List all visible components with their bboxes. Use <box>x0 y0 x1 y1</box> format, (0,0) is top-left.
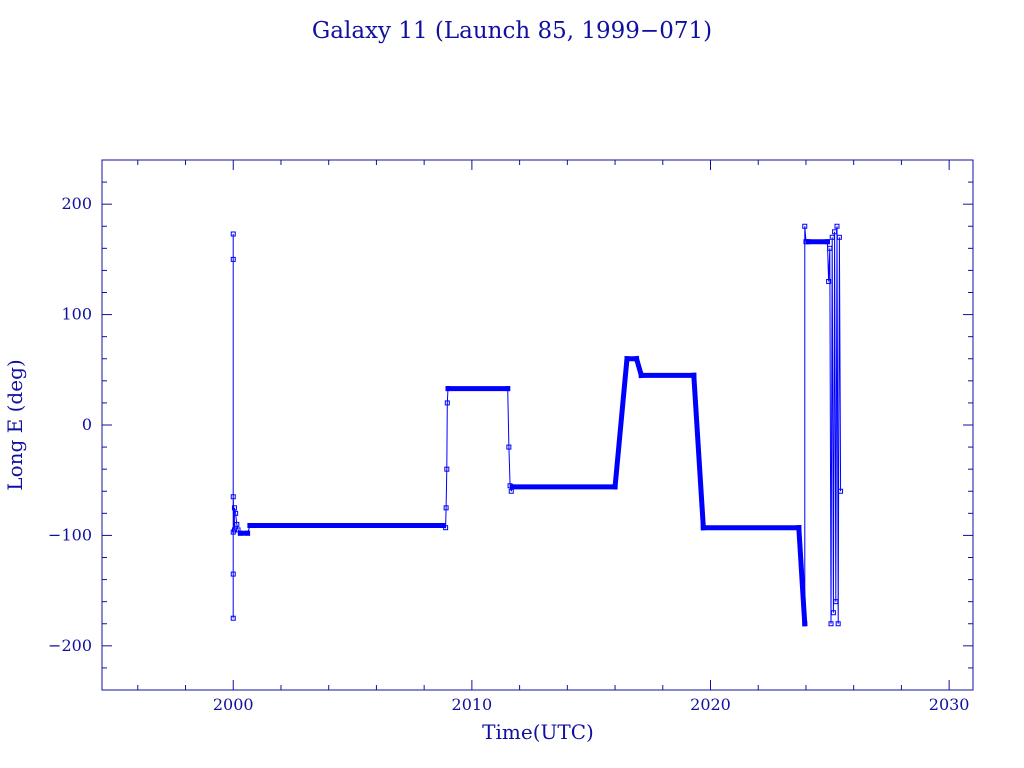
data-point <box>638 372 644 378</box>
data-point <box>835 621 841 627</box>
data-point <box>230 494 236 500</box>
x-tick-label: 2020 <box>690 695 731 714</box>
series-layer <box>230 223 844 627</box>
data-point <box>828 621 834 627</box>
data-point <box>230 256 236 262</box>
data-point <box>506 444 512 450</box>
chart-title: Galaxy 11 (Launch 85, 1999−071) <box>312 18 712 44</box>
data-point <box>832 229 838 235</box>
data-point <box>231 505 237 511</box>
data-point <box>443 525 449 531</box>
data-point <box>830 610 836 616</box>
data-point <box>836 234 842 240</box>
series-segment <box>796 525 808 627</box>
data-point <box>805 239 811 245</box>
data-point <box>233 510 239 516</box>
data-point <box>230 571 236 577</box>
data-point <box>445 386 451 392</box>
series-segment <box>691 372 706 531</box>
data-point <box>234 521 240 527</box>
data-point <box>700 525 706 531</box>
data-point <box>230 615 236 621</box>
data-point <box>829 234 835 240</box>
data-point <box>833 599 839 605</box>
data-point <box>802 223 808 229</box>
data-point <box>634 356 640 362</box>
data-point <box>827 245 833 251</box>
y-tick-label: 200 <box>61 194 92 213</box>
data-point <box>444 400 450 406</box>
x-axis-ticks <box>137 160 950 690</box>
data-point <box>838 488 844 494</box>
x-tick-label: 2030 <box>929 695 970 714</box>
x-tick-label: 2000 <box>213 695 254 714</box>
data-point <box>237 530 243 536</box>
data-point <box>247 522 253 528</box>
data-point <box>826 278 832 284</box>
y-tick-label: 100 <box>61 305 92 324</box>
data-point <box>612 484 618 490</box>
x-axis-label: Time(UTC) <box>482 720 594 744</box>
data-point <box>624 356 630 362</box>
data-point <box>834 223 840 229</box>
y-axis-label: Long E (deg) <box>3 359 27 490</box>
data-point <box>245 530 251 536</box>
plot-frame <box>101 159 974 691</box>
y-axis-tick-labels: 200 100 0 −100 −200 <box>48 194 92 655</box>
y-tick-label: −200 <box>48 636 92 655</box>
data-point <box>796 525 802 531</box>
series-segment <box>612 356 630 490</box>
data-point <box>802 621 808 627</box>
y-axis-ticks <box>102 181 973 669</box>
x-axis-tick-labels: 2000 2010 2020 2030 <box>213 695 970 714</box>
data-point <box>691 372 697 378</box>
series-line <box>232 226 842 624</box>
y-tick-label: −100 <box>48 525 92 544</box>
series-segment <box>633 355 645 379</box>
data-point <box>824 239 830 245</box>
data-point <box>230 231 236 237</box>
data-point <box>443 505 449 511</box>
data-point <box>509 484 515 490</box>
x-tick-label: 2010 <box>452 695 493 714</box>
y-tick-label: 0 <box>82 415 92 434</box>
data-point <box>505 386 511 392</box>
data-point <box>444 466 450 472</box>
